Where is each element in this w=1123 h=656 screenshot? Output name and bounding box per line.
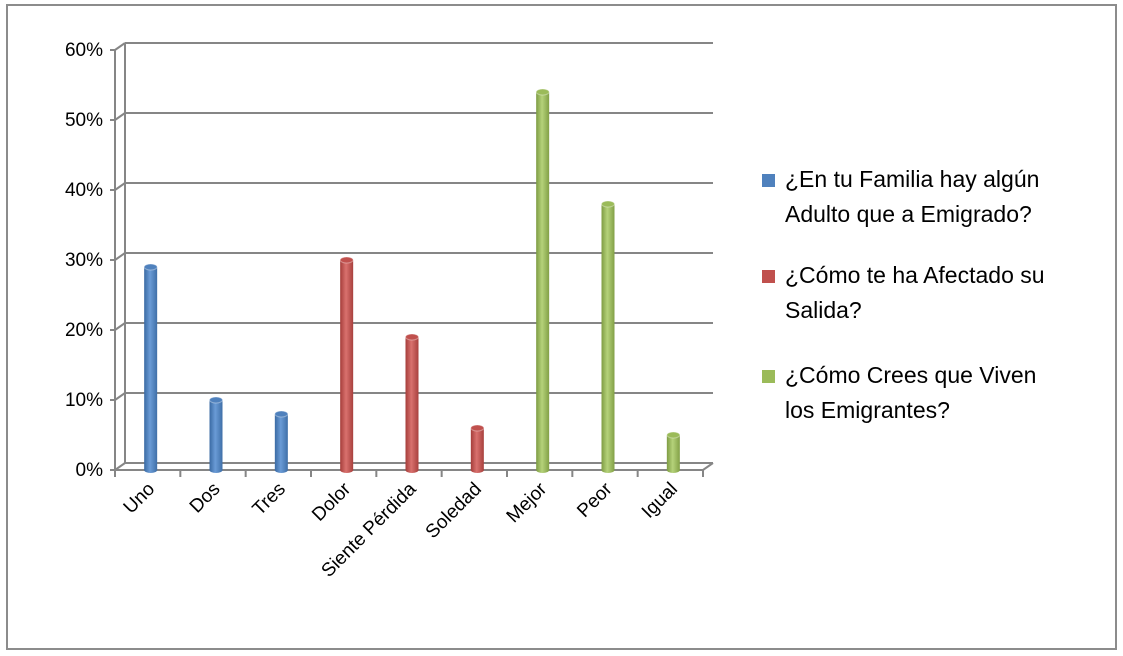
legend-label: ¿Cómo Crees que Viven bbox=[785, 362, 1036, 388]
gridline-depth bbox=[114, 392, 126, 401]
bar bbox=[601, 200, 615, 473]
axes bbox=[110, 43, 714, 477]
x-tick-label: Peor bbox=[573, 478, 617, 522]
gridline-depth bbox=[114, 252, 126, 261]
legend-swatch bbox=[762, 174, 775, 187]
bars bbox=[143, 88, 681, 473]
x-tick-label: Dos bbox=[186, 479, 225, 518]
legend-label: ¿En tu Familia hay algún bbox=[785, 166, 1039, 192]
legend: ¿En tu Familia hay algún Adulto que a Emi… bbox=[762, 166, 1045, 423]
bar bbox=[666, 431, 681, 473]
gridline-depth bbox=[114, 182, 126, 191]
y-tick-labels: 0% 10% 20% 30% 40% 50% 60% bbox=[65, 40, 103, 481]
bar bbox=[339, 256, 354, 473]
y-tick-label: 20% bbox=[65, 320, 103, 341]
legend-item: ¿Cómo te ha Afectado su Salida? bbox=[762, 262, 1045, 323]
x-tick-label: Mejor bbox=[503, 478, 552, 527]
y-tick-label: 40% bbox=[65, 180, 103, 201]
gridlines bbox=[114, 42, 713, 471]
y-tick-label: 50% bbox=[65, 110, 103, 131]
x-tick-label: Soledad bbox=[422, 479, 486, 543]
x-tick-label: Dolor bbox=[308, 478, 355, 525]
bar bbox=[209, 396, 223, 473]
legend-label: los Emigrantes? bbox=[785, 397, 950, 423]
y-tick-label: 0% bbox=[76, 460, 104, 481]
bar bbox=[535, 88, 550, 473]
legend-item: ¿Cómo Crees que Viven los Emigrantes? bbox=[762, 362, 1036, 423]
legend-label: Salida? bbox=[785, 297, 862, 323]
legend-swatch bbox=[762, 270, 775, 283]
bar bbox=[470, 424, 485, 473]
bar bbox=[143, 263, 158, 473]
x-tick-label: Tres bbox=[249, 479, 290, 520]
gridline-depth bbox=[114, 42, 126, 51]
legend-label: ¿Cómo te ha Afectado su bbox=[785, 262, 1045, 288]
bar bbox=[274, 410, 289, 473]
gridline-depth bbox=[114, 462, 126, 471]
x-tick-label: Igual bbox=[638, 479, 682, 523]
legend-label: Adulto que a Emigrado? bbox=[785, 201, 1032, 227]
y-tick-label: 30% bbox=[65, 250, 103, 271]
gridline-depth bbox=[114, 322, 126, 331]
x-tick-label: Uno bbox=[120, 479, 159, 518]
legend-item: ¿En tu Familia hay algún Adulto que a Emi… bbox=[762, 166, 1039, 227]
chart-frame bbox=[6, 4, 1117, 650]
bar bbox=[405, 333, 419, 473]
y-tick-label: 10% bbox=[65, 390, 103, 411]
y-tick-label: 60% bbox=[65, 40, 103, 61]
gridline-depth bbox=[114, 112, 126, 121]
legend-swatch bbox=[762, 370, 775, 383]
